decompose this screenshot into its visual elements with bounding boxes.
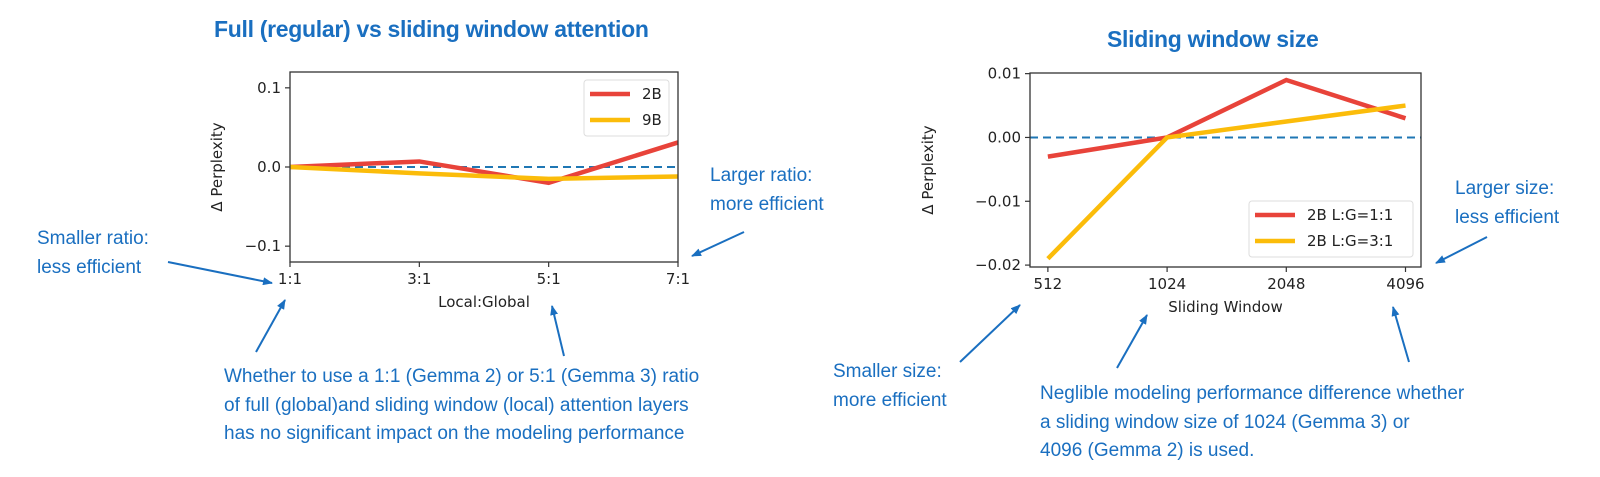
- note-line: Larger ratio:: [710, 165, 813, 186]
- series-line-2b-l-g-3-1: [1046, 103, 1406, 261]
- note-line: of full (global)and sliding window (loca…: [224, 394, 689, 416]
- arrow-smaller-ratio: [167, 261, 273, 286]
- legend-label: 9B: [642, 111, 662, 129]
- y-tick-label: −0.1: [245, 237, 281, 255]
- series-line-9b: [289, 164, 679, 182]
- x-tick-label: 1024: [1148, 275, 1186, 293]
- note-line: a sliding window size of 1024 (Gemma 3) …: [1040, 411, 1410, 433]
- arrow-smaller-size: [959, 304, 1021, 363]
- arrow-4096: [1391, 306, 1410, 363]
- note-line: Whether to use a 1:1 (Gemma 2) or 5:1 (G…: [224, 366, 700, 387]
- y-tick-label: 0.01: [988, 65, 1021, 83]
- arrow-larger-ratio: [691, 231, 745, 257]
- x-axis-label: Sliding Window: [1168, 298, 1283, 316]
- note-line: Larger size:: [1455, 178, 1555, 199]
- series-line-2b-l-g-1-1: [1047, 77, 1407, 159]
- y-tick-label: −0.02: [975, 256, 1021, 274]
- note-larger-ratio: Larger ratio: more efficient: [710, 162, 824, 219]
- legend-label: 2B L:G=3:1: [1307, 232, 1393, 250]
- x-tick-label: 3:1: [407, 270, 431, 288]
- note-smaller-size: Smaller size: more efficient: [833, 358, 947, 415]
- note-line: more efficient: [833, 389, 947, 411]
- x-tick-label: 512: [1034, 275, 1063, 293]
- right-chart: 0.01 0.00 −0.01 −0.02 512 1024 2048 4096 Sliding…: [919, 65, 1425, 316]
- axes-frame: [1029, 72, 1422, 268]
- note-line: has no significant impact on the modelin…: [224, 423, 685, 444]
- note-line: Smaller size:: [833, 361, 942, 382]
- annotation-arrows: [167, 231, 1488, 369]
- y-axis-label: Δ Perplexity: [919, 125, 937, 215]
- arrow-1-1: [255, 299, 286, 353]
- arrow-5-1: [550, 305, 565, 357]
- note-line: less efficient: [1455, 206, 1560, 228]
- note-right-summary: Neglible modeling performance difference…: [1040, 380, 1464, 466]
- legend-label: 2B: [642, 85, 662, 103]
- note-line: less efficient: [37, 256, 142, 278]
- y-tick-label: −0.01: [975, 192, 1021, 210]
- x-tick-label: 1:1: [278, 270, 302, 288]
- legend-label: 2B L:G=1:1: [1307, 206, 1393, 224]
- x-axis-label: Local:Global: [438, 293, 530, 311]
- y-tick-label: 0.00: [988, 128, 1021, 146]
- note-larger-size: Larger size: less efficient: [1455, 175, 1559, 232]
- x-tick-label: 5:1: [537, 270, 561, 288]
- y-tick-label: 0.0: [257, 158, 281, 176]
- note-left-summary: Whether to use a 1:1 (Gemma 2) or 5:1 (G…: [224, 363, 699, 449]
- left-chart: 0.1 0.0 −0.1 1:1 3:1 5:1 7:1 Local:Global Δ Perp…: [208, 71, 690, 311]
- left-chart-title: Full (regular) vs sliding window attenti…: [214, 16, 649, 42]
- note-line: 4096 (Gemma 2) is used.: [1040, 440, 1255, 461]
- arrow-1024: [1116, 314, 1148, 369]
- y-tick-label: 0.1: [257, 79, 281, 97]
- right-chart-title: Sliding window size: [1107, 26, 1319, 52]
- legend: 2B L:G=1:1 2B L:G=3:1: [1248, 200, 1414, 258]
- x-tick-label: 7:1: [666, 270, 690, 288]
- x-tick-label: 2048: [1267, 275, 1305, 293]
- x-tick-label: 4096: [1386, 275, 1424, 293]
- note-smaller-ratio: Smaller ratio: less efficient: [37, 225, 149, 282]
- arrow-larger-size: [1435, 236, 1488, 264]
- note-line: Neglible modeling performance difference…: [1040, 383, 1465, 404]
- y-axis-label: Δ Perplexity: [208, 122, 226, 212]
- note-line: more efficient: [710, 193, 824, 215]
- series-line-2b: [289, 140, 679, 186]
- note-line: Smaller ratio:: [37, 228, 149, 249]
